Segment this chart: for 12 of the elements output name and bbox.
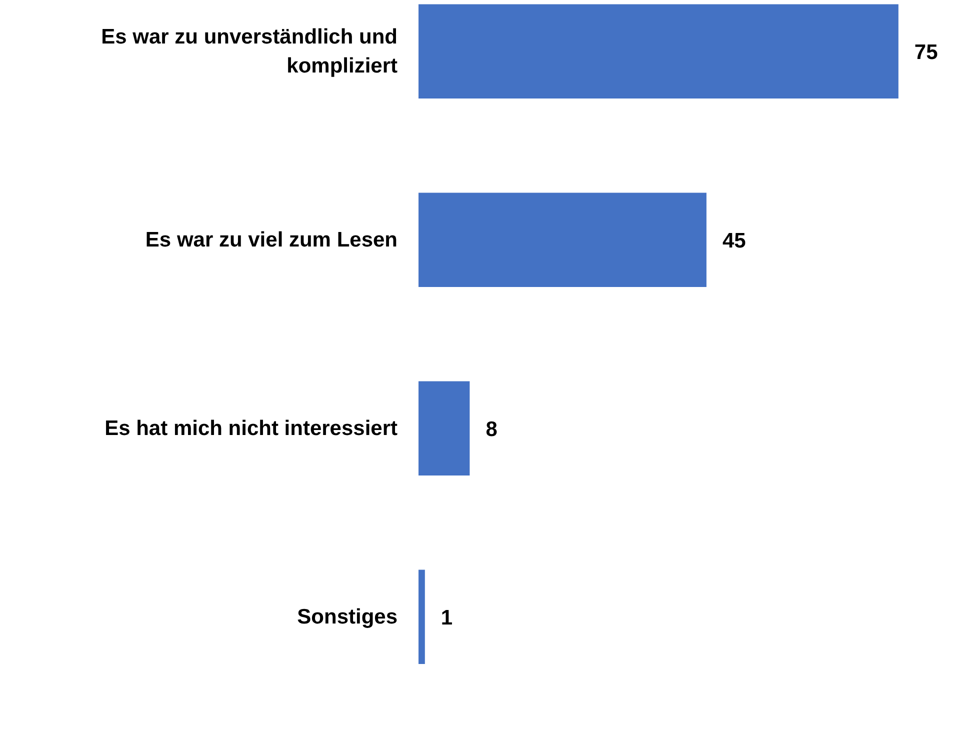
data-label: 1 — [440, 606, 453, 630]
y-tick-label: Es war zu unverständlich und kompliziert — [101, 26, 398, 78]
data-label: 45 — [722, 229, 746, 252]
y-tick-label: Es war zu viel zum Lesen — [145, 228, 398, 252]
bar — [418, 192, 706, 288]
data-label: 8 — [486, 418, 498, 441]
bar — [418, 570, 425, 664]
bar — [418, 4, 898, 99]
y-tick-label: Sonstiges — [297, 605, 398, 628]
y-tick-label: Es hat mich nicht interessiert — [104, 416, 398, 440]
bar — [418, 381, 470, 476]
data-label: 75 — [914, 40, 938, 64]
